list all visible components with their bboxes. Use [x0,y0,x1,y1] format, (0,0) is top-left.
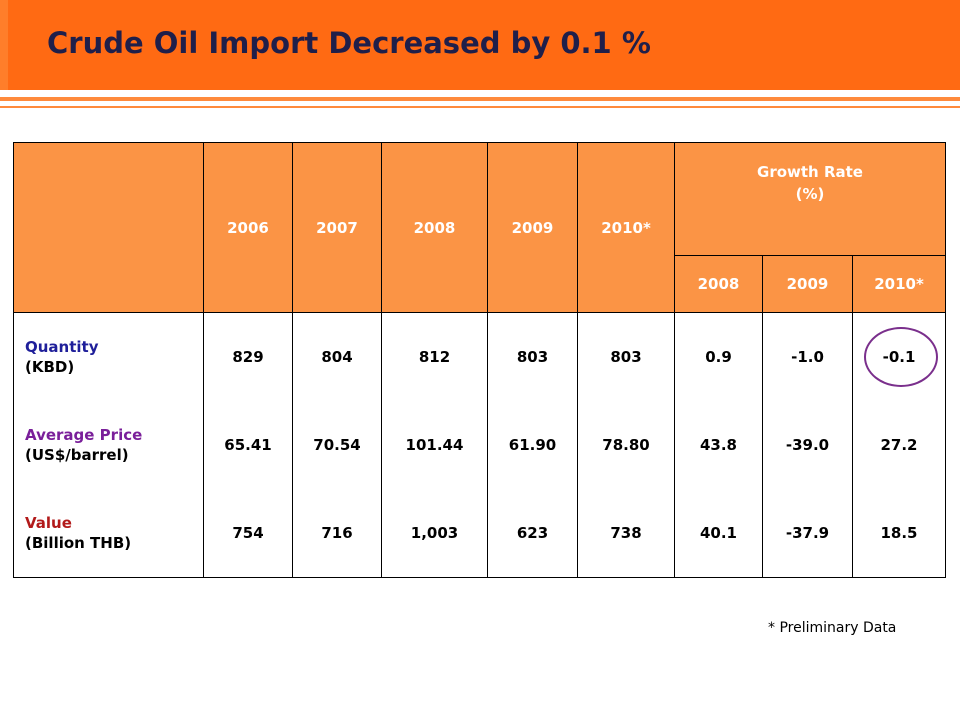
table-row-quantity: Quantity (KBD) 829 804 812 803 803 0.9 -… [13,312,946,401]
header-year-2006: 2006 [203,142,293,313]
row-label-title: Value [25,514,72,532]
table-cell: 1,003 [381,489,488,578]
divider-thin [0,106,960,108]
table-cell: 803 [577,312,675,401]
table-cell: 78.80 [577,401,675,489]
header-year-2007: 2007 [292,142,382,313]
table-cell: 804 [292,312,382,401]
growth-cell: -39.0 [762,401,853,489]
table-row-value: Value (Billion THB) 754 716 1,003 623 73… [13,489,946,578]
header-corner [13,142,204,313]
table-cell: 803 [487,312,578,401]
table-cell: 738 [577,489,675,578]
header-growth-2010: 2010* [852,255,946,313]
growth-rate-title: Growth Rate [757,163,863,181]
growth-cell: 27.2 [852,401,946,489]
table-cell: 812 [381,312,488,401]
growth-cell: -37.9 [762,489,853,578]
footnote: * Preliminary Data [768,620,897,636]
header-year-2008: 2008 [381,142,488,313]
growth-cell: 43.8 [674,401,763,489]
growth-cell-highlighted: -0.1 [852,312,946,401]
table-cell: 754 [203,489,293,578]
table-cell: 61.90 [487,401,578,489]
table-cell: 829 [203,312,293,401]
row-label-value: Value (Billion THB) [13,489,204,578]
growth-rate-unit: (%) [795,185,825,203]
growth-cell: 0.9 [674,312,763,401]
row-label-unit: (KBD) [25,358,75,376]
header-growth-rate: Growth Rate (%) [674,142,946,256]
header-year-2009: 2009 [487,142,578,313]
table-cell: 623 [487,489,578,578]
page-title: Crude Oil Import Decreased by 0.1 % [47,26,651,60]
growth-cell: -1.0 [762,312,853,401]
header-growth-2008: 2008 [674,255,763,313]
table-cell: 65.41 [203,401,293,489]
growth-cell: 40.1 [674,489,763,578]
growth-cell: 18.5 [852,489,946,578]
row-label-average-price: Average Price (US$/barrel) [13,401,204,489]
row-label-title: Average Price [25,426,143,444]
header-year-2010: 2010* [577,142,675,313]
highlight-circle: -0.1 [863,327,938,387]
row-label-quantity: Quantity (KBD) [13,312,204,401]
row-label-title: Quantity [25,338,99,356]
title-bar-edge [0,0,8,90]
table-cell: 70.54 [292,401,382,489]
divider-thick [0,97,960,101]
title-bar: Crude Oil Import Decreased by 0.1 % [0,0,960,90]
row-label-unit: (US$/barrel) [25,446,129,464]
table-cell: 101.44 [381,401,488,489]
row-label-unit: (Billion THB) [25,534,132,552]
header-growth-2009: 2009 [762,255,853,313]
table-cell: 716 [292,489,382,578]
table-row-average-price: Average Price (US$/barrel) 65.41 70.54 1… [13,401,946,489]
crude-oil-import-table: 2006 2007 2008 2009 2010* Growth Rate (%… [13,142,946,578]
